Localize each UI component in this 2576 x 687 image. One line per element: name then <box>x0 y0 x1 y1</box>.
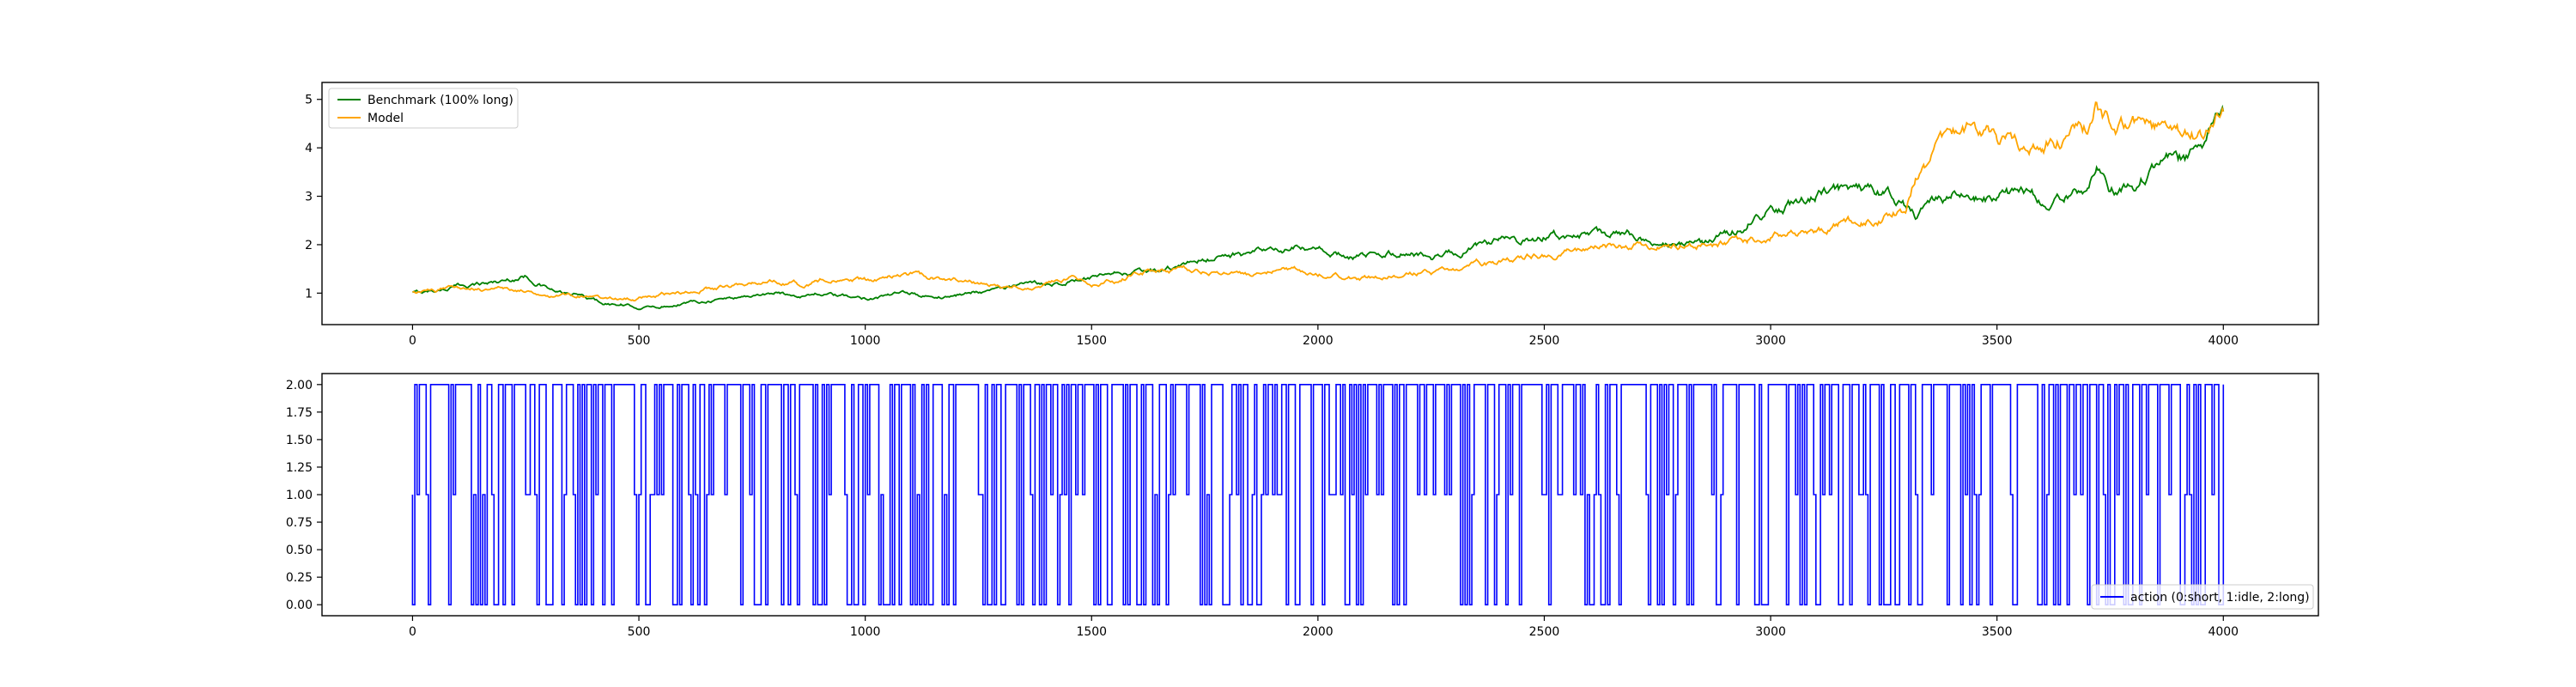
action-series-line <box>411 383 2225 606</box>
equity-lines <box>411 101 2225 311</box>
benchmark-series-line <box>411 104 2225 311</box>
action-x-tick-label: 500 <box>628 625 651 639</box>
action-x-axis: 0 500 1000 1500 2000 2500 3000 3500 4000 <box>409 616 2239 639</box>
equity-chart-frame <box>321 82 2319 325</box>
action-y-tick-label: 0.25 <box>286 571 313 585</box>
action-y-tick-label: 2.00 <box>286 379 313 392</box>
equity-y-tick-label: 4 <box>305 142 313 155</box>
model-series-line <box>412 101 2225 302</box>
action-x-tick-label: 0 <box>409 625 416 639</box>
action-x-tick-label: 4000 <box>2208 625 2239 639</box>
equity-x-tick-label: 3500 <box>1982 334 2013 348</box>
equity-x-tick-label: 0 <box>409 334 416 348</box>
equity-y-tick-label: 1 <box>305 287 313 301</box>
action-legend: action (0:short, 1:idle, 2:long) <box>2091 584 2314 610</box>
action-lines <box>411 383 2225 606</box>
equity-y-tick-label: 3 <box>305 191 313 204</box>
action-chart: 0 500 1000 1500 2000 2500 3000 3500 4000 0.00 0.2… <box>286 373 2319 639</box>
action-x-tick-label: 3000 <box>1755 625 1786 639</box>
equity-y-axis: 1 2 3 4 5 <box>305 94 322 301</box>
action-x-tick-label: 2500 <box>1529 625 1560 639</box>
action-y-axis: 0.00 0.25 0.50 0.75 1.00 1.25 1.50 1.75 2.00 <box>286 379 322 612</box>
equity-x-tick-label: 1500 <box>1076 334 1107 348</box>
action-legend-box <box>2091 584 2314 610</box>
equity-x-tick-label: 4000 <box>2208 334 2239 348</box>
equity-x-tick-label: 2500 <box>1529 334 1560 348</box>
action-y-tick-label: 1.50 <box>286 434 313 447</box>
action-y-tick-label: 1.25 <box>286 461 313 475</box>
legend-model-label: Model <box>368 112 404 125</box>
legend-action-label: action (0:short, 1:idle, 2:long) <box>2130 591 2310 605</box>
equity-x-tick-label: 500 <box>628 334 651 348</box>
equity-x-tick-label: 3000 <box>1755 334 1786 348</box>
action-y-tick-label: 1.75 <box>286 406 313 420</box>
equity-y-tick-label: 5 <box>305 94 313 107</box>
equity-legend: Benchmark (100% long) Model <box>328 88 519 129</box>
action-y-tick-label: 1.00 <box>286 489 313 502</box>
action-x-tick-label: 3500 <box>1982 625 2013 639</box>
equity-x-tick-label: 1000 <box>850 334 881 348</box>
action-x-tick-label: 2000 <box>1303 625 1334 639</box>
action-y-tick-label: 0.75 <box>286 516 313 530</box>
equity-legend-box <box>328 88 519 129</box>
equity-chart: 0 500 1000 1500 2000 2500 3000 3500 4000 1 2 3 4 5 B… <box>305 82 2319 348</box>
action-x-tick-label: 1500 <box>1076 625 1107 639</box>
action-y-tick-label: 0.50 <box>286 544 313 557</box>
action-x-tick-label: 1000 <box>850 625 881 639</box>
equity-x-tick-label: 2000 <box>1303 334 1334 348</box>
legend-benchmark-label: Benchmark (100% long) <box>368 94 513 107</box>
equity-y-tick-label: 2 <box>305 239 313 252</box>
action-y-tick-label: 0.00 <box>286 599 313 612</box>
equity-x-axis: 0 500 1000 1500 2000 2500 3000 3500 4000 <box>409 325 2239 348</box>
